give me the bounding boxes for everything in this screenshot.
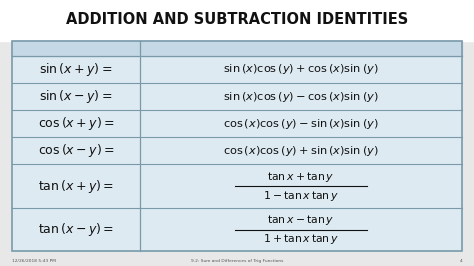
Text: $\cos\left(x\right)\cos\left(y\right)-\sin\left(x\right)\sin\left(y\right)$: $\cos\left(x\right)\cos\left(y\right)-\s… [223,117,379,131]
Text: $\tan\left(x-y\right)=$: $\tan\left(x-y\right)=$ [38,221,114,238]
Bar [12,41,462,56]
Text: $\cos\left(x\right)\cos\left(y\right)+\sin\left(x\right)\sin\left(y\right)$: $\cos\left(x\right)\cos\left(y\right)+\s… [223,144,379,158]
Text: 9.2: Sum and Differences of Trig Functions: 9.2: Sum and Differences of Trig Functio… [191,259,283,263]
Text: $1+\tan x\,\tan y$: $1+\tan x\,\tan y$ [263,232,339,246]
Text: $\cos\left(x-y\right)=$: $\cos\left(x-y\right)=$ [37,142,114,159]
Text: $1-\tan x\,\tan y$: $1-\tan x\,\tan y$ [263,189,339,203]
Text: $\cos\left(x+y\right)=$: $\cos\left(x+y\right)=$ [37,115,114,132]
Bar [12,41,462,251]
Text: $\sin\left(x+y\right)=$: $\sin\left(x+y\right)=$ [39,61,113,78]
Text: 12/26/2018 5:43 PM: 12/26/2018 5:43 PM [12,259,56,263]
Text: $\tan\left(x+y\right)=$: $\tan\left(x+y\right)=$ [38,178,114,195]
Text: $\sin\left(x\right)\cos\left(y\right)-\cos\left(x\right)\sin\left(y\right)$: $\sin\left(x\right)\cos\left(y\right)-\c… [223,90,379,103]
Bar [12,41,462,251]
Text: $\sin\left(x\right)\cos\left(y\right)+\cos\left(x\right)\sin\left(y\right)$: $\sin\left(x\right)\cos\left(y\right)+\c… [223,63,379,76]
Text: $\tan x+\tan y$: $\tan x+\tan y$ [267,170,335,184]
Text: $\sin\left(x-y\right)=$: $\sin\left(x-y\right)=$ [39,88,113,105]
Text: $\tan x-\tan y$: $\tan x-\tan y$ [267,213,335,227]
Text: ADDITION AND SUBTRACTION IDENTITIES: ADDITION AND SUBTRACTION IDENTITIES [66,12,408,27]
Text: 4: 4 [459,259,462,263]
Bar [0,0,474,41]
